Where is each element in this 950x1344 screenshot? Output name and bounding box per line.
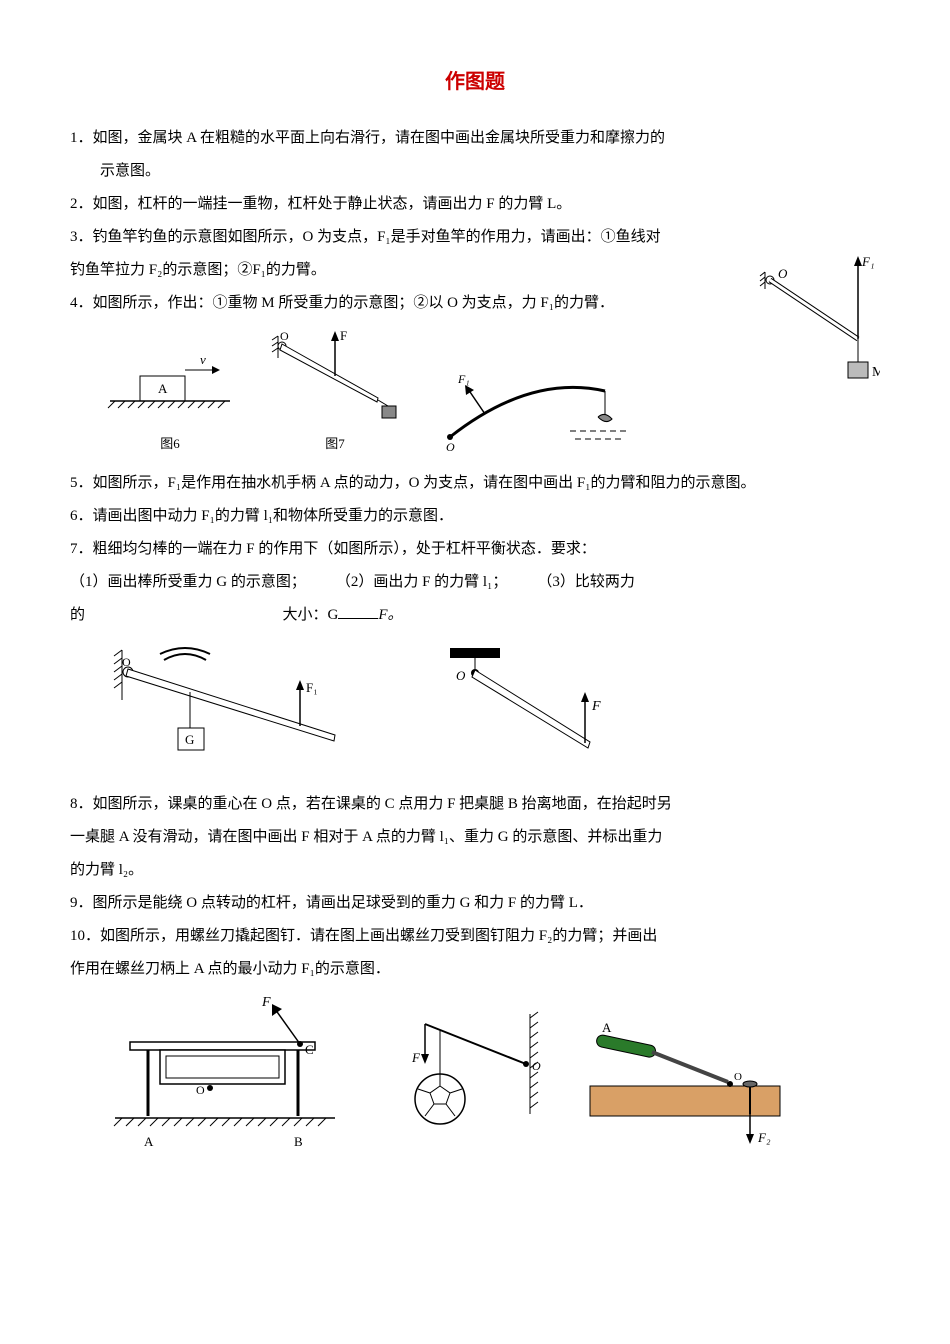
figure-q3: O F₁	[430, 359, 640, 459]
question-6: 6．请画出图中动力 F₁的力臂 l₁和物体所受重力的示意图．	[70, 500, 880, 533]
label-O: O	[778, 266, 788, 281]
question-8: 8．如图所示，课桌的重心在 O 点，若在课桌的 C 点用力 F 把桌腿 B 抬离…	[70, 788, 880, 821]
question-8b: 一桌腿 A 没有滑动，请在图中画出 F 相对于 A 点的力臂 l₁、重力 G 的…	[70, 821, 880, 854]
figure-q5: O G F₁	[100, 640, 360, 780]
label-F: F	[340, 328, 347, 343]
figure-q9: O F	[370, 1004, 560, 1154]
question-3: 3．钓鱼竿钓鱼的示意图如图所示，O 为支点，F₁是手对鱼竿的作用力，请画出：①鱼…	[70, 221, 880, 254]
figure-q6: O F	[380, 640, 610, 780]
label-O3: O	[446, 440, 455, 454]
figure-q1: A ν	[100, 348, 240, 428]
figure-caption-2: 图7	[260, 430, 410, 459]
label-O2: O	[280, 329, 289, 343]
figure-row-3: O C F A B O	[100, 994, 880, 1154]
label-G5: G	[185, 732, 194, 747]
label-F8: F	[261, 995, 271, 1010]
label-O10: O	[734, 1071, 742, 1083]
figure-caption-1: 图6	[100, 430, 240, 459]
label-F1: F₁	[861, 254, 874, 269]
label-C: C	[305, 1042, 314, 1057]
label-O6: O	[456, 668, 466, 683]
label-M: M	[872, 365, 880, 380]
question-8c: 的力臂 l₂。	[70, 854, 880, 887]
question-7-compare: 的 大小：GF。	[70, 599, 880, 632]
label-F9: F	[411, 1050, 421, 1065]
question-1-cont: 示意图。	[70, 155, 880, 188]
figure-row-1: A ν 图6 O	[100, 328, 740, 459]
figure-q2: O F	[260, 328, 410, 428]
label-O5: O	[122, 655, 131, 669]
label-B8: B	[294, 1134, 303, 1149]
question-2: 2．如图，杠杆的一端挂一重物，杠杆处于静止状态，请画出力 F 的力臂 L。	[70, 188, 880, 221]
label-F1b: F₁	[457, 372, 470, 386]
question-10: 10．如图所示，用螺丝刀撬起图钉．请在图上画出螺丝刀受到图钉阻力 F₂的力臂；并…	[70, 920, 880, 953]
question-9: 9．图所示是能绕 O 点转动的杠杆，请画出足球受到的重力 G 和力 F 的力臂 …	[70, 887, 880, 920]
label-O9: O	[532, 1059, 541, 1073]
page-title: 作图题	[70, 60, 880, 104]
question-1: 1．如图，金属块 A 在粗糙的水平面上向右滑行，请在图中画出金属块所受重力和摩擦…	[70, 122, 880, 155]
figure-q8: O C F A B	[100, 994, 350, 1154]
label-F1c: F₁	[306, 680, 318, 695]
label-F2: F₂	[757, 1130, 771, 1145]
label-A: A	[158, 381, 168, 396]
question-7-parts: （1）画出棒所受重力 G 的示意图； （2）画出力 F 的力臂 l₁； （3）比…	[70, 566, 880, 599]
label-F6: F	[591, 699, 601, 714]
label-A8: A	[144, 1134, 154, 1149]
question-10b: 作用在螺丝刀柄上 A 点的最小动力 F₁的示意图．	[70, 953, 880, 986]
label-O8: O	[196, 1083, 205, 1097]
blank-fill[interactable]	[338, 603, 378, 619]
question-5: 5．如图所示，F₁是作用在抽水机手柄 A 点的动力，O 为支点，请在图中画出 F…	[70, 467, 880, 500]
label-A10: A	[602, 1020, 612, 1035]
question-7: 7．粗细均匀棒的一端在力 F 的作用下（如图所示），处于杠杆平衡状态．要求：	[70, 533, 880, 566]
figure-q10: O F₂ A	[580, 1014, 790, 1154]
figure-q4: O M F₁	[750, 254, 880, 384]
figure-row-2: O G F₁ O F	[100, 640, 880, 780]
label-nu: ν	[200, 352, 206, 367]
